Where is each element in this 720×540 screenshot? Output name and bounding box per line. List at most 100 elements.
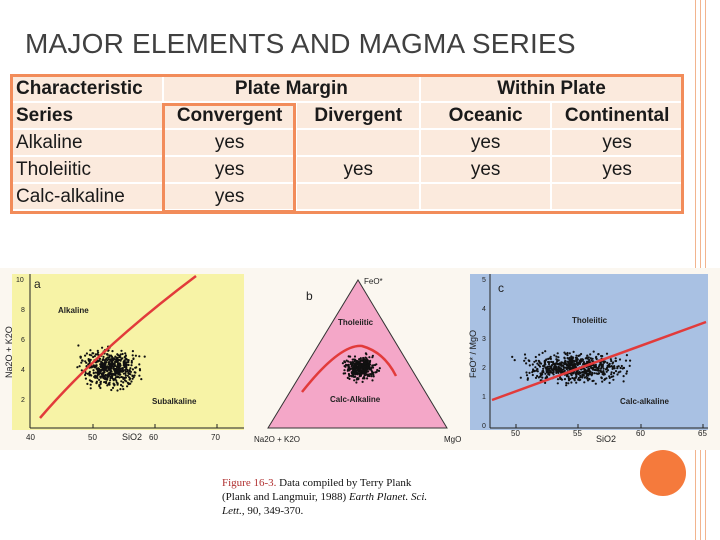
data-point <box>372 371 375 374</box>
data-point <box>525 362 528 365</box>
data-point <box>525 374 529 377</box>
data-point <box>547 362 551 366</box>
data-point <box>357 360 360 363</box>
data-point <box>114 370 117 373</box>
data-point <box>129 373 132 376</box>
panel-c-label-calc-alkaline: Calc-alkaline <box>620 397 669 406</box>
data-point <box>120 349 123 352</box>
data-point <box>571 356 575 360</box>
slide-title: MAJOR ELEMENTS AND MAGMA SERIES <box>25 28 576 59</box>
data-point <box>600 365 603 368</box>
data-point <box>557 363 561 366</box>
cell-convergent: yes <box>161 155 298 184</box>
data-point <box>131 354 134 357</box>
data-point <box>553 364 556 368</box>
data-point <box>100 360 103 364</box>
data-point <box>353 355 357 358</box>
series-name: Tholeiitic <box>10 155 164 184</box>
data-point <box>556 352 559 355</box>
data-point <box>570 363 573 366</box>
figure-caption: Figure 16-3. Data compiled by Terry Plan… <box>222 476 432 518</box>
data-point <box>555 358 559 361</box>
data-point <box>586 377 589 380</box>
data-point <box>106 378 109 381</box>
data-point <box>629 359 632 362</box>
data-point <box>588 371 591 374</box>
data-point <box>125 367 128 370</box>
data-point <box>567 375 570 378</box>
data-point <box>348 377 351 380</box>
data-point <box>127 363 130 367</box>
panel-a-label-subalkaline: Subalkaline <box>152 397 197 406</box>
data-point <box>102 376 105 380</box>
data-point <box>89 387 92 390</box>
cell-continental: yes <box>550 155 684 184</box>
data-point <box>102 363 105 366</box>
data-point <box>581 376 584 379</box>
data-point <box>554 362 557 365</box>
data-point <box>76 366 79 369</box>
data-point <box>89 358 92 361</box>
data-point <box>601 380 604 383</box>
data-point <box>544 366 547 369</box>
data-point <box>122 381 125 384</box>
data-point <box>612 361 615 364</box>
data-point <box>605 367 608 370</box>
data-point <box>97 351 100 354</box>
cell-continental <box>550 182 684 211</box>
data-point <box>586 361 590 364</box>
data-point <box>355 363 358 366</box>
data-point <box>116 369 120 372</box>
data-point <box>538 353 541 356</box>
data-point <box>581 371 584 374</box>
data-point <box>556 382 559 385</box>
data-point <box>351 370 354 373</box>
magma-series-figure: a Alkaline Subalkaline Na2O + K2O SiO2 4… <box>0 268 720 450</box>
panel-a-xtick: 60 <box>149 433 158 442</box>
data-point <box>568 352 571 355</box>
data-point <box>563 357 566 360</box>
data-point <box>119 383 123 387</box>
data-point <box>356 377 359 380</box>
panel-c-tholeiitic-boundary <box>491 320 707 402</box>
data-point <box>591 372 594 376</box>
data-point <box>556 378 560 381</box>
data-point <box>85 361 88 364</box>
data-point <box>559 371 563 374</box>
data-point <box>116 372 119 375</box>
data-point <box>368 356 371 359</box>
data-point <box>573 360 577 363</box>
data-point <box>592 350 595 353</box>
data-point <box>573 364 577 367</box>
data-point <box>542 365 545 368</box>
data-point <box>109 368 112 371</box>
data-point <box>117 375 120 378</box>
data-point <box>610 371 613 374</box>
data-point <box>564 366 567 369</box>
data-point <box>566 360 569 363</box>
data-point <box>612 378 615 381</box>
data-point <box>359 370 362 373</box>
data-point <box>565 363 568 366</box>
data-point <box>597 353 600 356</box>
data-point <box>577 373 580 376</box>
data-point <box>540 362 543 365</box>
data-point <box>358 358 361 361</box>
data-point <box>95 380 98 383</box>
panel-c-xtick: 50 <box>511 429 520 438</box>
data-point <box>364 352 367 355</box>
data-point <box>584 372 587 375</box>
data-point <box>78 365 81 368</box>
data-point <box>371 356 374 359</box>
data-point <box>601 363 604 366</box>
panel-c-ytick: 2 <box>482 365 486 372</box>
data-point <box>594 356 598 359</box>
data-point <box>110 370 113 373</box>
data-point <box>595 372 598 375</box>
data-point <box>107 373 110 377</box>
data-point <box>134 366 137 369</box>
data-point <box>88 373 91 376</box>
data-point <box>116 389 119 392</box>
data-point <box>123 360 126 363</box>
data-point <box>610 365 613 368</box>
